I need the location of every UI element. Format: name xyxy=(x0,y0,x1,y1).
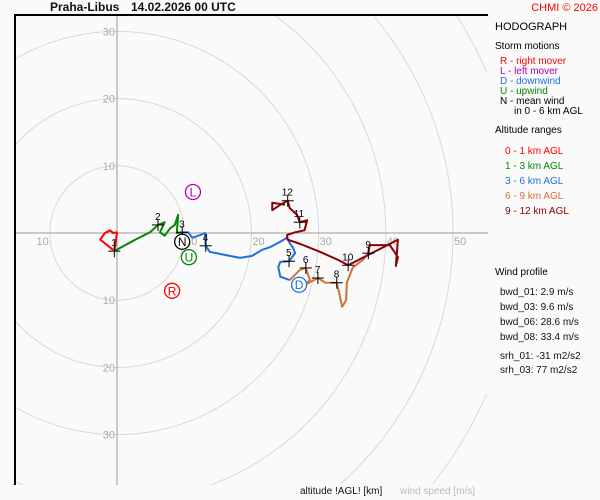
storm-legend-item: U - upwind xyxy=(500,86,548,97)
ring-50 xyxy=(339,233,454,485)
ring-label: 20 xyxy=(103,94,115,106)
height-label: 9 xyxy=(365,240,371,251)
storm-motion-marker-D xyxy=(290,276,308,293)
srh-item: srh_03: 77 m2/s2 xyxy=(500,365,578,376)
storm-motion-label: D xyxy=(295,278,304,292)
wind-profile-item: bwd_01: 2.9 m/s xyxy=(500,287,574,298)
ring-label: 20 xyxy=(252,236,264,248)
storm-legend-item: L - left mover xyxy=(500,66,558,77)
storm-motions-title: Storm motions xyxy=(495,41,560,52)
legend-title: HODOGRAPH xyxy=(495,21,568,33)
series-line-1 xyxy=(113,213,183,253)
ring-label: 10 xyxy=(37,236,49,248)
ring-60 xyxy=(456,16,488,73)
storm-motion-label: U xyxy=(185,251,194,265)
credit: CHMI © 2026 xyxy=(531,2,598,14)
height-label: 5 xyxy=(286,248,292,259)
ring-20 xyxy=(15,233,252,368)
height-label: 4 xyxy=(203,233,209,244)
altitude-legend-item: 1 - 3 km AGL xyxy=(505,161,564,172)
storm-legend-item: N - mean wind xyxy=(500,96,565,107)
height-label: 11 xyxy=(294,209,305,220)
storm-motion-marker-R xyxy=(163,282,181,299)
srh-item: srh_01: -31 m2/s2 xyxy=(500,351,581,362)
storm-motion-label: R xyxy=(168,284,177,298)
ring-label: 10 xyxy=(103,295,115,307)
ring-label: 20 xyxy=(103,362,115,374)
altitude-label: altitude !AGL! [km] xyxy=(300,486,383,497)
ring-40 xyxy=(274,15,387,233)
storm-motion-marker-U xyxy=(180,249,198,266)
ring-30 xyxy=(15,30,320,233)
ring-40 xyxy=(210,233,387,486)
altitude-legend-item: 6 - 9 km AGL xyxy=(505,191,564,202)
wind-speed-label: wind speed [m/s] xyxy=(400,486,476,497)
height-label: 10 xyxy=(342,252,354,263)
altitude-legend-item: 9 - 12 km AGL xyxy=(505,206,569,217)
wind-profile-item: bwd_06: 28.6 m/s xyxy=(500,317,579,328)
series-line-0 xyxy=(99,229,118,252)
height-label: 1 xyxy=(111,238,117,249)
series-line-4 xyxy=(271,199,399,267)
ring-30 xyxy=(15,233,320,436)
ring-label: 50 xyxy=(454,236,466,248)
storm-motion-marker-N xyxy=(174,233,191,250)
storm-motion-label: L xyxy=(190,186,197,200)
ring-60 xyxy=(432,393,488,485)
station-name: Praha-Libus xyxy=(50,0,120,14)
height-label: 8 xyxy=(334,270,340,281)
storm-legend-item: D - downwind xyxy=(500,76,561,87)
ring-20 xyxy=(15,98,252,233)
ring-50 xyxy=(374,16,454,233)
height-label: 2 xyxy=(155,212,161,223)
wind-profile-item: bwd_08: 33.4 m/s xyxy=(500,332,579,343)
storm-note: in 0 - 6 km AGL xyxy=(514,106,583,117)
plot-frame xyxy=(14,14,488,485)
height-label: 7 xyxy=(315,265,321,276)
ring-label: 10 xyxy=(103,161,115,173)
storm-motion-marker-L xyxy=(184,183,202,201)
ring-40 xyxy=(16,481,24,486)
datetime: 14.02.2026 00 UTC xyxy=(131,0,236,14)
storm-legend-item: R - right mover xyxy=(500,56,567,67)
series-line-2 xyxy=(182,231,297,281)
wind-profile-item: bwd_03: 9.6 m/s xyxy=(500,302,574,313)
altitude-legend-item: 3 - 6 km AGL xyxy=(505,176,564,187)
ring-label: 30 xyxy=(103,430,115,442)
height-label: 3 xyxy=(179,219,185,230)
altitude-legend-item: 0 - 1 km AGL xyxy=(505,146,564,157)
height-label: 6 xyxy=(303,255,309,266)
wind-profile-title: Wind profile xyxy=(495,267,548,278)
ring-label: 30 xyxy=(320,236,332,248)
height-label: 12 xyxy=(282,188,294,199)
storm-motion-label: N xyxy=(178,235,187,249)
ring-label: 30 xyxy=(103,26,115,38)
altitude-ranges-title: Altitude ranges xyxy=(495,125,562,136)
